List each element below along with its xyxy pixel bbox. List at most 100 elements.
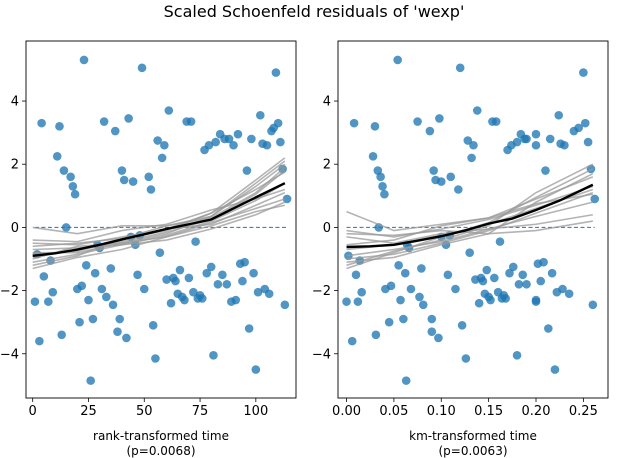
residual-point xyxy=(211,137,220,147)
residual-point xyxy=(244,324,254,333)
residual-point xyxy=(124,114,133,123)
residual-point xyxy=(282,194,292,204)
axes-frame xyxy=(25,40,297,399)
residual-point xyxy=(166,298,176,308)
residual-point xyxy=(590,194,600,204)
residual-point xyxy=(218,270,227,280)
x-tick-label: 50 xyxy=(136,404,153,419)
residual-point xyxy=(162,275,171,284)
residual-point xyxy=(117,166,127,175)
residual-point xyxy=(376,172,385,182)
residual-point xyxy=(242,166,252,175)
residual-point xyxy=(393,55,402,65)
plot-area xyxy=(342,55,600,385)
residual-point xyxy=(175,265,185,275)
residual-point xyxy=(406,284,416,294)
residual-point xyxy=(75,317,84,327)
residual-point xyxy=(262,140,272,150)
residual-point xyxy=(491,117,501,126)
residual-point xyxy=(148,321,158,330)
residual-point xyxy=(204,140,214,150)
x-tick-label: 0 xyxy=(29,404,37,419)
residual-point xyxy=(146,185,156,194)
bootstrap-lowess-line xyxy=(32,157,286,267)
y-tick-label: 2 xyxy=(323,158,331,173)
residual-point xyxy=(70,189,80,199)
residual-point xyxy=(531,140,541,150)
residual-point xyxy=(574,123,583,133)
residual-point xyxy=(349,118,359,128)
residual-point xyxy=(113,327,122,336)
residual-point xyxy=(583,137,593,147)
residual-point xyxy=(77,281,87,291)
residual-point xyxy=(490,273,499,283)
residual-point xyxy=(457,321,467,330)
residual-point xyxy=(465,248,474,257)
residual-point xyxy=(90,268,100,278)
residual-point xyxy=(197,294,207,303)
residual-point xyxy=(247,134,256,144)
p-value-label: (p=0.0068) xyxy=(126,444,195,458)
residual-point xyxy=(57,330,66,340)
lowess-line xyxy=(346,183,594,249)
residual-point xyxy=(536,276,546,286)
residual-point xyxy=(153,136,162,145)
y-tick-label: −4 xyxy=(312,347,331,362)
residual-point xyxy=(368,152,378,161)
bootstrap-lowess-line xyxy=(346,163,594,267)
residual-point xyxy=(155,248,165,257)
residual-point xyxy=(399,314,408,324)
bootstrap-lowess-line xyxy=(32,182,286,263)
residual-point xyxy=(180,295,189,305)
residual-point xyxy=(79,55,89,65)
residual-point xyxy=(115,314,125,324)
y-tick-label: 0 xyxy=(323,221,331,236)
residual-point xyxy=(429,166,438,175)
residual-point xyxy=(102,292,111,302)
residual-point xyxy=(144,172,154,182)
residual-point xyxy=(564,289,574,299)
residual-point xyxy=(580,118,590,128)
residual-point xyxy=(384,317,394,327)
residual-point xyxy=(454,185,463,194)
residual-point xyxy=(133,270,142,280)
bootstrap-lowess-line xyxy=(32,160,286,260)
residual-point xyxy=(544,324,553,333)
x-tick-label: 25 xyxy=(80,404,97,419)
panel-rank: 0 25 50 75 100 −4 −2 0 2 4 rank-transformed time(p… xyxy=(0,40,297,458)
residual-point xyxy=(505,268,514,278)
residual-point xyxy=(425,126,435,136)
x-tick-label: 0.05 xyxy=(379,404,408,419)
chart-title: Scaled Schoenfeld residuals of 'wexp' xyxy=(164,2,465,21)
residual-point xyxy=(472,106,482,115)
residual-point xyxy=(189,287,198,297)
residual-point xyxy=(467,153,476,163)
residual-point xyxy=(436,177,446,186)
residual-point xyxy=(541,166,550,175)
y-tick-label: 4 xyxy=(323,95,331,110)
residual-point xyxy=(255,110,265,120)
residual-point xyxy=(451,284,460,294)
bootstrap-lowess-line xyxy=(32,204,286,270)
residual-point xyxy=(35,336,44,346)
residual-point xyxy=(522,279,531,289)
residual-point xyxy=(418,300,428,310)
residual-point xyxy=(427,314,437,324)
x-axis-label: km-transformed time xyxy=(409,429,537,443)
residual-point xyxy=(151,354,160,363)
residual-point xyxy=(110,126,120,136)
plot-area xyxy=(30,55,292,385)
residual-point xyxy=(401,376,411,385)
x-tick-label: 0.15 xyxy=(474,404,503,419)
residual-point xyxy=(88,314,98,324)
residual-point xyxy=(434,333,443,343)
residual-point xyxy=(400,268,410,278)
residual-point xyxy=(560,140,569,150)
bootstrap-lowess-line xyxy=(32,163,286,248)
residual-point xyxy=(486,295,495,305)
residual-point xyxy=(97,284,107,294)
residual-point xyxy=(357,287,366,297)
residual-point xyxy=(280,300,290,310)
residual-point xyxy=(443,270,453,280)
